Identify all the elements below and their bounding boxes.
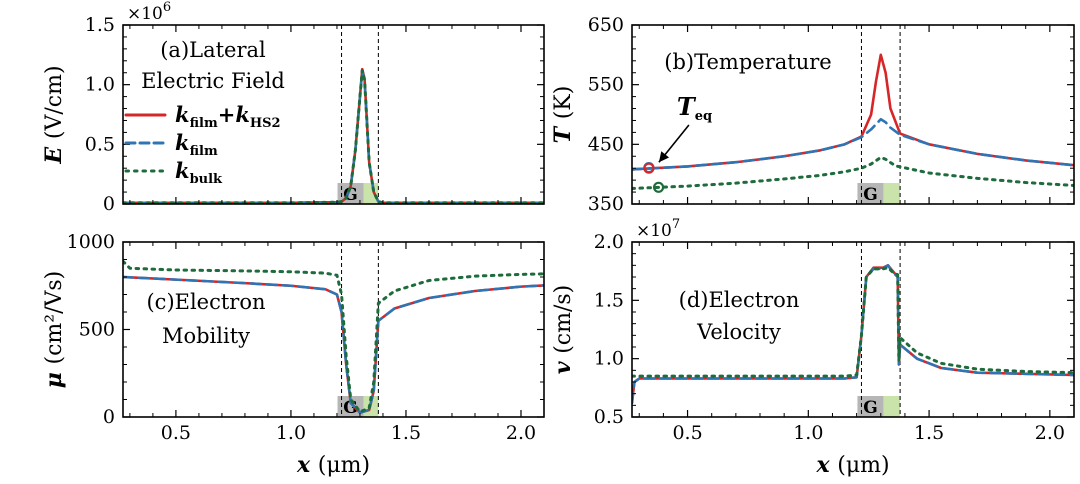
legend: kfilm​+kHS2​kfilm​kbulk​ [124,102,281,187]
y-axis-label: μ (cm²/Vs) [41,271,67,389]
gate-dark-box [857,183,884,204]
gate-light-box [363,183,379,204]
panel-b: G 350 450 550 650 T (K) (b)Temperature Teq [550,14,1075,215]
series-line-green [632,155,1074,190]
legend-entry-red: kfilm​+kHS2​ [175,102,281,131]
panel-title-line: Electric Field [141,69,285,93]
series-line-green [123,68,544,204]
y-tick-label: 1.5 [85,14,115,36]
annotation-teq: Teq [677,92,712,124]
plot-frame [122,24,545,205]
y-tick-label: 550 [588,74,624,96]
gate-label: G [863,398,878,418]
plot-frame [631,241,1075,418]
marker-green [652,181,665,193]
y-tick-label: 350 [588,193,624,215]
y-tick-label: 0.5 [594,406,624,428]
x-axis-label: x (μm) [815,452,889,478]
gate-light-box [883,183,901,204]
plot-frame [631,24,1075,205]
x-tick-label: 1.5 [391,422,421,444]
series-group [123,259,544,414]
panel-a: G 0 0.5 1.0 1.5 E (V/cm) ×106 (a)Lateral Electri… [41,0,545,215]
series-line-blue [632,264,1074,405]
y-axis-label: v (cm/s) [550,285,576,375]
y-tick-label: 0 [103,193,115,215]
x-tick-label: 2.0 [506,422,536,444]
x-tick-label: 1.5 [914,422,944,444]
series-line-blue [632,117,1074,171]
panel-d: G 0.5 1.0 1.5 2.0 0.5 1.0 1.5 2.0 v (cm/s) x (μm) ×… [550,217,1075,478]
legend-entry-blue: kfilm​ [175,130,218,159]
series-line-blue [123,275,544,414]
gate-label: G [343,185,358,205]
x-tick-label: 1.0 [276,422,306,444]
panel-title-line: (c)Electron [146,290,265,314]
y-tick-label: 450 [588,133,624,155]
y-tick-label: 1.0 [594,348,624,370]
panel-title-line: Mobility [162,324,250,348]
series-group [632,53,1074,190]
y-tick-label: 0.5 [85,133,115,155]
y-tick-label: 500 [79,319,115,341]
series-group [123,67,544,204]
x-axis-label: x (μm) [296,452,370,478]
legend-entry-green: kbulk​ [175,158,223,187]
gate-dark-box [857,396,884,417]
y-tick-label: 2.0 [594,231,624,253]
y-tick-label: 1.0 [85,74,115,96]
gate-dark-box [337,396,364,417]
y-axis-label: E (V/cm) [41,65,67,164]
axis-multiplier: ×107 [636,217,680,241]
y-tick-label: 650 [588,14,624,36]
panel-title-line: Velocity [696,320,781,344]
gate-light-box [883,396,901,417]
panel-title-line: (b)Temperature [664,50,831,74]
y-axis-label: T (K) [550,86,576,144]
x-tick-label: 1.0 [793,422,823,444]
x-tick-label: 2.0 [1035,422,1065,444]
marker-red [643,162,655,174]
gate-label: G [863,185,878,205]
panel-title-line: (d)Electron [679,288,800,312]
y-tick-label: 1.5 [594,289,624,311]
series-group [632,264,1074,405]
series-line-green [123,259,544,414]
y-tick-label: 0 [103,406,115,428]
y-tick-label: 1000 [67,231,115,253]
x-tick-label: 0.5 [161,422,191,444]
series-line-green [632,266,1074,378]
annotation-arrow-head [658,151,670,163]
axis-multiplier: ×106 [127,0,171,24]
panel-title-line: (a)Lateral [160,38,266,62]
x-tick-label: 0.5 [672,422,702,444]
